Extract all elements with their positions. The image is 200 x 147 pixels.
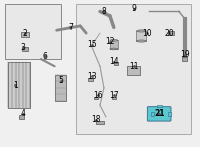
Text: 8: 8 (102, 7, 106, 16)
Bar (114, 62, 118, 65)
Bar (168, 31, 174, 35)
Bar (136, 31, 146, 41)
Bar (19, 115, 24, 119)
FancyBboxPatch shape (147, 107, 171, 121)
Bar (94, 97, 98, 99)
Text: 20: 20 (164, 29, 174, 38)
Text: 19: 19 (180, 50, 190, 59)
Bar (22, 47, 28, 51)
Bar (182, 57, 187, 61)
Bar (8, 62, 30, 108)
Bar (127, 66, 140, 75)
Text: 5: 5 (58, 76, 63, 85)
Text: 12: 12 (105, 37, 115, 46)
Bar (110, 40, 118, 49)
Text: 17: 17 (109, 91, 119, 100)
Bar (157, 105, 162, 107)
Text: 10: 10 (143, 29, 152, 38)
Text: 1: 1 (13, 81, 18, 90)
Ellipse shape (136, 40, 146, 42)
Text: 15: 15 (87, 40, 97, 49)
Text: 3: 3 (21, 43, 26, 52)
Bar (112, 97, 116, 99)
Bar (168, 112, 171, 116)
Bar (76, 4, 191, 134)
Ellipse shape (110, 48, 118, 50)
Text: 21: 21 (154, 109, 164, 118)
Text: 6: 6 (42, 52, 47, 61)
Bar (55, 75, 66, 101)
Bar (151, 112, 154, 116)
Text: 14: 14 (109, 57, 119, 66)
Text: 13: 13 (87, 72, 97, 81)
Ellipse shape (110, 39, 118, 41)
Bar (21, 32, 29, 37)
Bar (96, 121, 104, 124)
Text: 18: 18 (91, 115, 101, 124)
Bar (88, 78, 93, 81)
Text: 9: 9 (131, 4, 136, 13)
Text: 2: 2 (23, 29, 27, 38)
Text: 4: 4 (21, 109, 26, 118)
Text: 11: 11 (129, 62, 138, 71)
Ellipse shape (136, 30, 146, 32)
Bar (5, 4, 61, 59)
Text: 16: 16 (93, 91, 103, 100)
Text: 7: 7 (68, 23, 73, 32)
